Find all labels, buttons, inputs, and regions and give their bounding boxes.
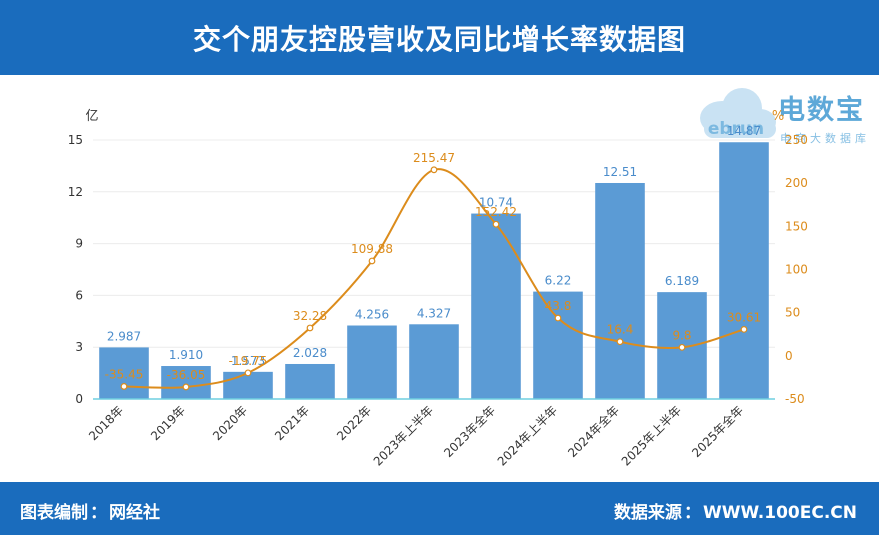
left-axis-tick-label: 6 [75, 288, 83, 302]
growth-rate-point [554, 314, 562, 322]
footer-source: 数据来源： WWW.100EC.CN [613, 503, 857, 523]
growth-rate-point [244, 369, 252, 377]
bar-value-label: 2.987 [107, 329, 141, 343]
left-axis-tick-label: 0 [75, 392, 83, 406]
left-axis-tick-label: 9 [75, 237, 83, 251]
growth-rate-label: 215.47 [413, 151, 455, 165]
logo-brand-text: 电数宝 [778, 95, 865, 126]
revenue-bar [533, 291, 583, 399]
growth-rate-point [616, 338, 624, 346]
footer-source-value: WWW.100EC.CN [702, 503, 857, 523]
bar-value-label: 6.22 [545, 274, 572, 288]
bar-value-label: 2.028 [293, 346, 327, 360]
growth-rate-point [678, 343, 686, 351]
growth-rate-point [306, 324, 314, 332]
x-axis-category-label: 2022年 [334, 403, 374, 443]
footer-source-label: 数据来源 [613, 503, 682, 523]
bar-value-label: 4.256 [355, 308, 389, 322]
left-axis-tick-label: 15 [68, 133, 83, 147]
chart-title-banner: 交个朋友控股营收及同比增长率数据图 [0, 0, 879, 75]
revenue-bar [285, 363, 335, 399]
x-axis-category-label: 2019年 [148, 403, 188, 443]
left-axis-tick-label: 12 [68, 185, 83, 199]
revenue-bar [223, 371, 273, 399]
growth-rate-label: 30.61 [727, 310, 761, 324]
growth-rate-label: 152.42 [475, 205, 517, 219]
brand-logo: ebrun 电数宝 电商大数据库 [690, 82, 879, 152]
growth-rate-point [492, 220, 500, 228]
x-axis-category-label: 2020年 [210, 403, 250, 443]
revenue-bar [99, 347, 149, 399]
growth-rate-point [120, 383, 128, 390]
growth-rate-point [740, 326, 748, 333]
left-axis-tick-label: 3 [75, 340, 83, 354]
x-axis-category-label: 2021年 [272, 403, 312, 443]
revenue-bar [161, 366, 211, 399]
revenue-bar [409, 324, 459, 399]
growth-rate-point [368, 257, 376, 265]
right-axis-tick-label: 150 [785, 219, 808, 233]
footer-credit-label: 图表编制 [20, 503, 88, 523]
growth-rate-label: 43.8 [545, 299, 572, 313]
growth-rate-label: -36.05 [167, 368, 206, 382]
x-axis-category-label: 2018年 [86, 403, 126, 443]
bar-value-label: 12.51 [603, 165, 637, 179]
footer-bar: 图表编制：网经社 数据来源： WWW.100EC.CN [0, 482, 879, 535]
page-title: 交个朋友控股营收及同比增长率数据图 [192, 22, 686, 56]
x-axis-category-label: 2025年上半年 [619, 403, 684, 468]
bar-value-label: 1.573 [231, 354, 265, 368]
growth-rate-label: 109.88 [351, 242, 393, 256]
x-axis-category-label: 2024年上半年 [495, 403, 560, 468]
revenue-growth-chart: 亿 % 0 3 6 9 12 15 -50 0 50 100 150 200 250 2018年 2019年… [68, 109, 808, 469]
bar-value-label: 4.327 [417, 306, 451, 320]
growth-rate-point [430, 166, 438, 174]
right-axis-tick-label: 0 [785, 349, 793, 363]
right-axis-tick-label: 100 [785, 263, 808, 277]
logo-mark-text: ebrun [708, 119, 764, 139]
growth-rate-label: -35.45 [105, 367, 144, 381]
right-axis-tick-label: 250 [785, 133, 808, 147]
right-axis-tick-label: 50 [785, 306, 800, 320]
revenue-bar [471, 213, 521, 399]
growth-rate-label: 32.28 [293, 309, 327, 323]
growth-rate-label: 16.4 [607, 323, 634, 337]
logo-sub-text: 电商大数据库 [780, 132, 870, 145]
x-axis-category-label: 2023年全年 [440, 403, 498, 461]
footer-credit-value: 网经社 [109, 503, 160, 523]
x-axis-category-label: 2025年全年 [688, 403, 746, 461]
bar-value-label: 10.74 [479, 196, 513, 210]
footer-credit: 图表编制：网经社 [20, 503, 160, 523]
cloud-logo-icon: ebrun [700, 88, 776, 139]
growth-rate-label: -19.75 [229, 354, 268, 368]
x-axis-category-label: 2024年全年 [564, 403, 622, 461]
bar-value-label: 6.189 [665, 274, 699, 288]
revenue-bar [347, 325, 397, 399]
bar-value-label: 14.87 [727, 124, 761, 138]
right-axis-tick-label: 200 [785, 176, 808, 190]
right-axis-unit-label: % [772, 109, 784, 124]
revenue-bar [719, 142, 769, 399]
growth-rate-label: 9.8 [672, 328, 691, 342]
bar-value-label: 1.910 [169, 348, 203, 362]
left-axis-unit-label: 亿 [85, 109, 98, 124]
x-axis-category-label: 2023年上半年 [371, 403, 436, 468]
growth-rate-point [182, 383, 190, 391]
revenue-bar [595, 182, 645, 399]
right-axis-tick-label: -50 [785, 392, 805, 406]
